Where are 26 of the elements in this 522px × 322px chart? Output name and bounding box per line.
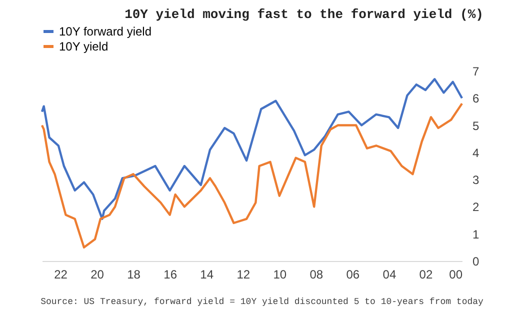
line-series xyxy=(40,102,464,249)
x-tick-label: 04 xyxy=(382,268,396,282)
x-tick-label: 08 xyxy=(310,268,324,282)
x-tick-label: 00 xyxy=(449,268,463,282)
legend-label: 10Y yield xyxy=(59,40,108,54)
x-tick-label: 22 xyxy=(54,268,68,282)
y-tick-label: 7 xyxy=(472,64,480,78)
x-tick-label: 06 xyxy=(346,268,360,282)
x-tick-label: 16 xyxy=(164,268,178,282)
x-tick-label: 20 xyxy=(90,268,104,282)
source-note: Source: US Treasury, forward yield = 10Y yield discounted 5 to 10-years from today xyxy=(40,297,484,307)
y-tick-label: 4 xyxy=(472,146,480,160)
x-tick-label: 10 xyxy=(273,268,287,282)
y-tick-label: 2 xyxy=(472,200,480,214)
y-tick-label: 6 xyxy=(472,92,480,106)
y-tick-label: 3 xyxy=(472,173,480,188)
line-series xyxy=(40,78,464,220)
x-tick-label: 14 xyxy=(200,268,214,282)
y-tick-label: 5 xyxy=(472,118,480,133)
x-tick-label: 18 xyxy=(127,268,141,282)
x-tick-label: 02 xyxy=(419,268,433,282)
y-tick-label: 0 xyxy=(472,254,480,268)
x-tick-label: 12 xyxy=(236,268,250,282)
legend-label: 10Y forward yield xyxy=(59,24,152,38)
chart-title: 10Y yield moving fast to the forward yield (%) xyxy=(124,7,484,22)
y-tick-label: 1 xyxy=(472,227,480,242)
